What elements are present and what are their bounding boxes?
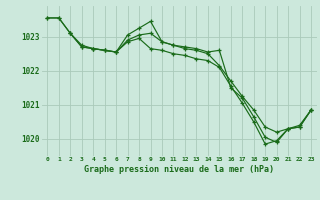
X-axis label: Graphe pression niveau de la mer (hPa): Graphe pression niveau de la mer (hPa)	[84, 165, 274, 174]
